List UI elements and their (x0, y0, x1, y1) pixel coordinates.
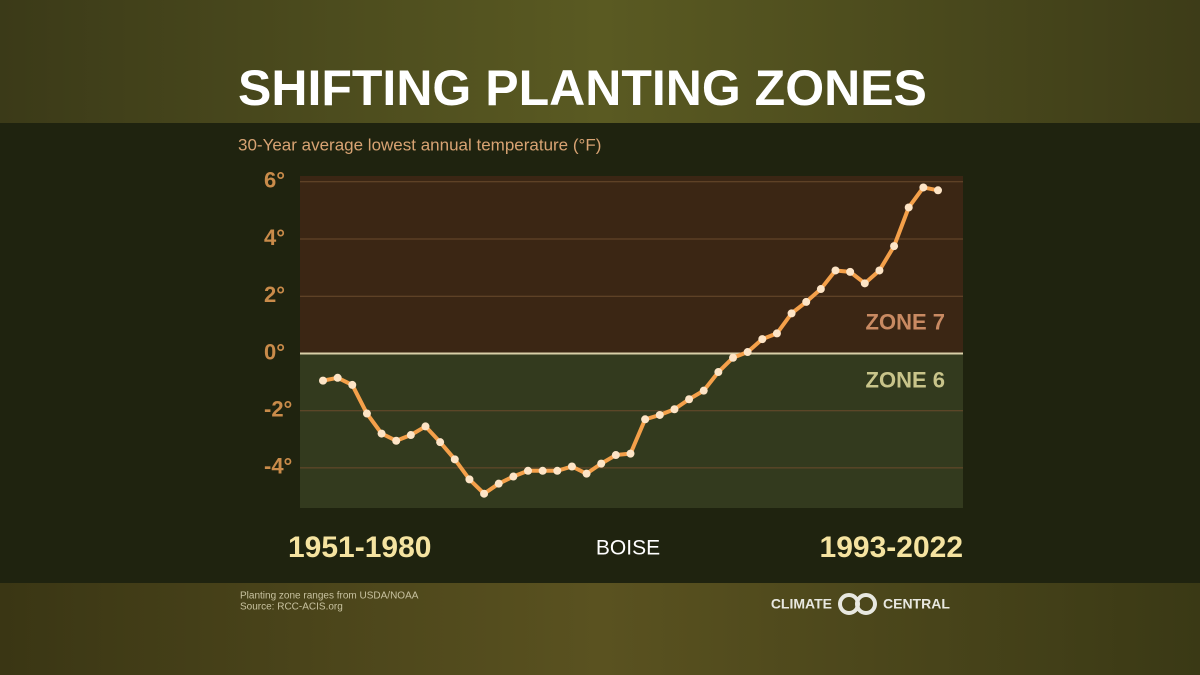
footer-band (0, 583, 1200, 675)
data-point (465, 475, 474, 484)
data-point (758, 335, 767, 344)
x-tick-label: 1951-1980 (288, 531, 431, 564)
data-point (421, 422, 430, 431)
data-point (450, 455, 459, 464)
data-point (348, 380, 357, 389)
data-point (802, 297, 811, 306)
zone-band (300, 353, 963, 508)
data-point (392, 436, 401, 445)
data-point (553, 466, 562, 475)
data-point (772, 329, 781, 338)
y-tick-label: -2° (264, 397, 292, 422)
data-point (377, 429, 386, 438)
x-axis-label: BOISE (596, 537, 660, 560)
data-point (611, 451, 620, 460)
data-point (831, 266, 840, 275)
zone-label: ZONE 6 (866, 367, 945, 392)
data-point (436, 438, 445, 447)
data-point (934, 186, 942, 195)
data-point (597, 459, 606, 468)
logo-text: CLIMATE (771, 596, 832, 612)
data-point (816, 285, 825, 294)
logo-text: CENTRAL (883, 596, 950, 612)
data-point (860, 279, 869, 288)
data-point (538, 466, 547, 475)
data-point (582, 469, 591, 478)
y-tick-label: 0° (264, 339, 285, 364)
data-point (670, 405, 679, 414)
zone-band (300, 176, 963, 354)
data-point (875, 266, 884, 275)
data-point (641, 415, 650, 424)
data-point (846, 267, 855, 276)
data-point (919, 183, 928, 192)
data-point (319, 376, 327, 385)
plot-area: -4° -2° 0° 2° 4° 6° ZONE 7 ZONE 6 (264, 168, 963, 508)
data-point (626, 449, 635, 458)
data-point (333, 373, 342, 382)
data-point (494, 479, 503, 488)
data-point (524, 466, 532, 475)
data-point (743, 348, 752, 357)
footnote: Planting zone ranges from USDA/NOAA (240, 591, 419, 602)
data-point (904, 203, 913, 212)
data-point (685, 395, 694, 404)
y-tick-label: 2° (264, 282, 285, 307)
data-point (406, 431, 415, 440)
data-point (655, 410, 664, 419)
data-point (362, 409, 371, 418)
footnote: Source: RCC-ACIS.org (240, 602, 343, 613)
data-point (714, 368, 723, 377)
zone-label: ZONE 7 (866, 309, 945, 334)
data-point (567, 462, 576, 471)
header-band (0, 0, 1200, 123)
y-tick-label: -4° (264, 454, 292, 479)
data-point (480, 489, 489, 498)
data-point (699, 386, 708, 395)
chart-subtitle: 30-Year average lowest annual temperatur… (238, 135, 601, 154)
data-point (509, 472, 518, 481)
x-tick-label: 1993-2022 (820, 531, 963, 564)
data-point (890, 242, 899, 251)
y-tick-label: 6° (264, 168, 285, 193)
data-point (729, 353, 737, 362)
chart-title: SHIFTING PLANTING ZONES (238, 60, 927, 116)
y-tick-label: 4° (264, 225, 285, 250)
logo-ring (855, 593, 877, 615)
data-point (787, 309, 796, 318)
